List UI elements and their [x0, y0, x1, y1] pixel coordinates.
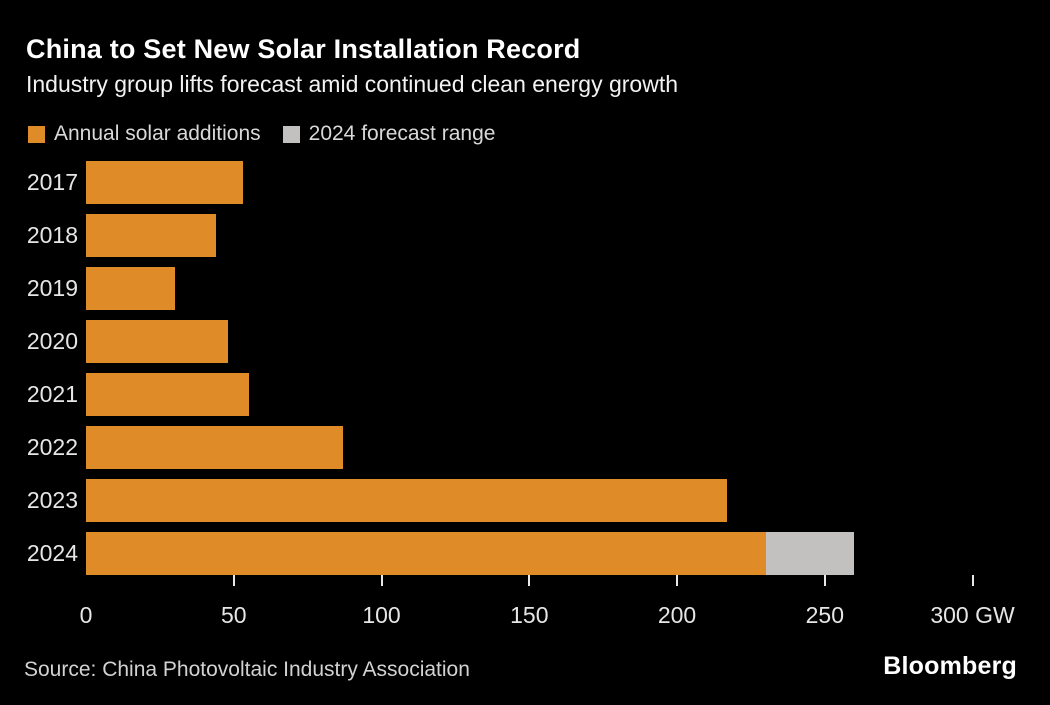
- x-axis-tick-label: 100: [362, 602, 401, 628]
- legend-item-annual-solar-additions: Annual solar additions: [28, 122, 261, 146]
- chart-subtitle: Industry group lifts forecast amid conti…: [26, 71, 679, 97]
- bar-row-2024: 2024: [0, 527, 1050, 580]
- x-axis-tick: [232, 575, 235, 586]
- bar-row-year-label: 2018: [26, 222, 78, 248]
- x-axis-tick-label: 150: [510, 602, 549, 628]
- bar-chart-plot: 2017 2018 2019 2020 2021 2022 2023 2024: [0, 156, 1050, 580]
- bar-annual-additions-2021: [86, 373, 249, 416]
- legend-swatch-orange-icon: [28, 125, 45, 143]
- legend-label: Annual solar additions: [54, 122, 261, 145]
- bar-row-2023: 2023: [0, 474, 1050, 527]
- x-axis-tick: [676, 575, 678, 586]
- bar-row-2020: 2020: [0, 315, 1050, 368]
- x-axis-tick: [823, 575, 826, 586]
- bar-row-2018: 2018: [0, 209, 1050, 262]
- bar-annual-additions-2022: [86, 426, 344, 469]
- x-axis-tick: [380, 575, 383, 586]
- x-axis-tick-label: 250: [805, 602, 844, 628]
- bar-row-year-label: 2023: [26, 487, 78, 513]
- source-note: Source: China Photovoltaic Industry Asso…: [24, 658, 470, 681]
- bar-row-year-label: 2020: [26, 328, 78, 354]
- bar-row-year-label: 2021: [26, 381, 78, 407]
- bar-row-year-label: 2024: [26, 540, 78, 566]
- bar-forecast-range-2024: [765, 532, 855, 575]
- bar-row-year-label: 2022: [26, 434, 78, 460]
- x-axis: 0 50 100 150 200 250 300 GW: [0, 575, 1050, 635]
- chart-legend: Annual solar additions 2024 forecast ran…: [28, 122, 495, 146]
- bloomberg-logo: Bloomberg: [883, 652, 1017, 680]
- x-axis-tick-label: 0: [79, 602, 93, 628]
- bar-row-2017: 2017: [0, 156, 1050, 209]
- bar-annual-additions-2018: [86, 214, 216, 257]
- x-axis-tick: [971, 575, 974, 586]
- bar-annual-additions-2024: [86, 532, 766, 575]
- bar-row-year-label: 2017: [26, 169, 78, 195]
- legend-swatch-gray-icon: [282, 125, 300, 143]
- legend-label: 2024 forecast range: [308, 122, 496, 145]
- x-axis-tick-label: 50: [221, 602, 247, 628]
- bar-annual-additions-2017: [86, 161, 243, 204]
- bar-annual-additions-2020: [86, 320, 228, 363]
- bar-row-year-label: 2019: [26, 275, 78, 301]
- chart-title: China to Set New Solar Installation Reco…: [26, 34, 581, 64]
- bar-row-2019: 2019: [0, 262, 1050, 315]
- legend-item-2024-forecast-range: 2024 forecast range: [282, 122, 496, 146]
- bar-annual-additions-2023: [86, 479, 728, 522]
- x-axis-tick: [528, 575, 531, 586]
- bar-annual-additions-2019: [86, 267, 175, 310]
- x-axis-tick-label: 200: [657, 602, 697, 628]
- bar-row-2021: 2021: [0, 368, 1050, 421]
- bar-row-2022: 2022: [0, 421, 1050, 474]
- x-axis-tick-label: 300 GW: [930, 602, 1015, 628]
